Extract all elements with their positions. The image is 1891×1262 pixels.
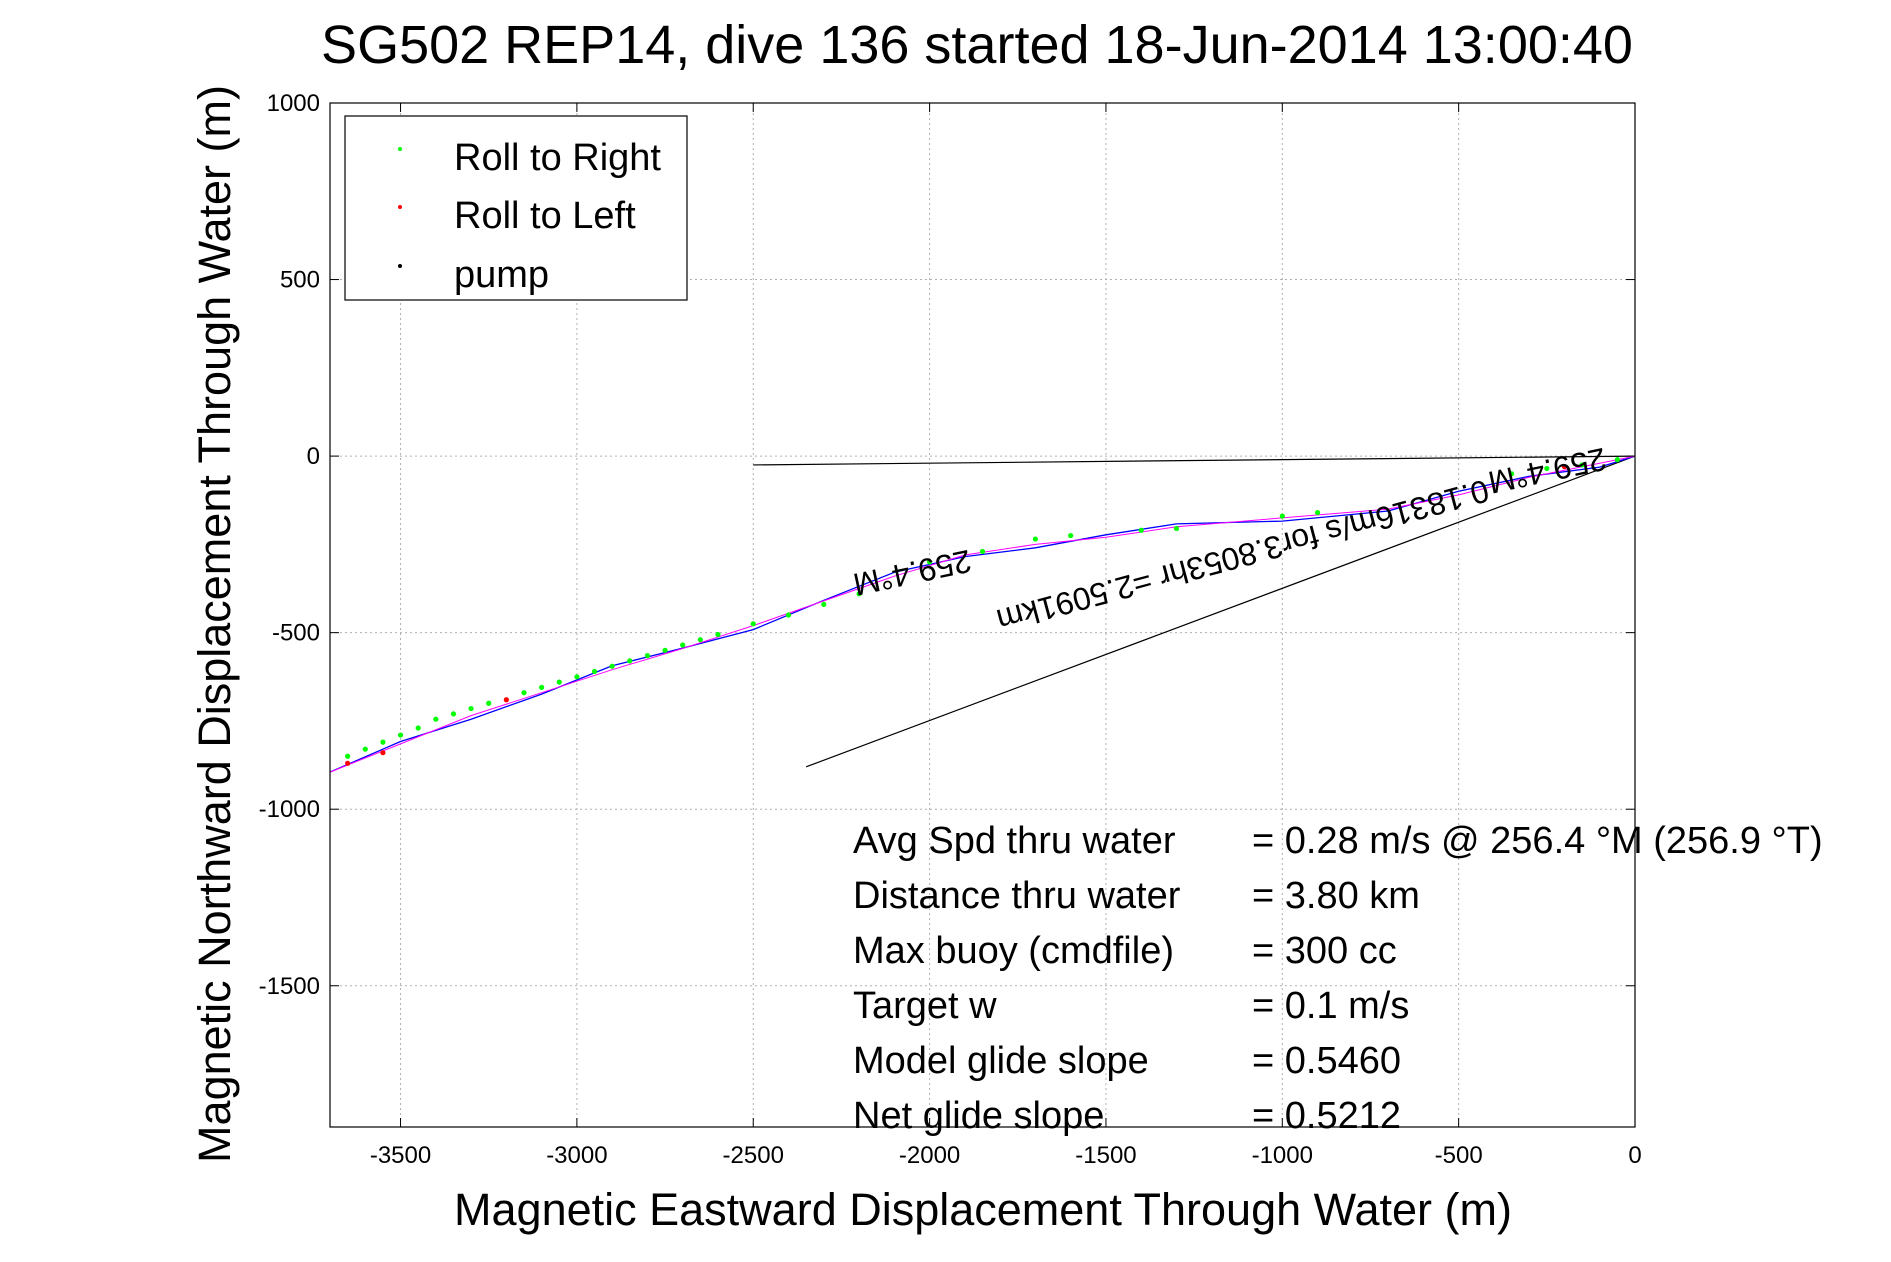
heading-annotation: 259.4°M	[1485, 441, 1609, 501]
x-axis-label: Magnetic Eastward Displacement Through W…	[454, 1184, 1512, 1235]
stat-value-net-glide: = 0.5212	[1252, 1095, 1401, 1137]
stat-label-distance: Distance thru water	[853, 875, 1181, 917]
stat-label-avg-speed: Avg Spd thru water	[853, 820, 1176, 862]
stat-label-net-glide: Net glide slope	[853, 1095, 1104, 1137]
roll-right-point	[539, 684, 545, 690]
legend-marker-roll-left	[398, 205, 402, 209]
stat-value-target-w: = 0.1 m/s	[1252, 985, 1409, 1027]
roll-right-point	[397, 732, 404, 738]
current-annotation-speed: 0.1831	[1389, 473, 1493, 533]
roll-right-point	[362, 746, 368, 752]
reference-line	[753, 455, 1636, 466]
stat-value-distance: = 3.80 km	[1252, 875, 1420, 917]
roll-right-point	[468, 705, 474, 712]
x-tick-label: -3500	[370, 1142, 431, 1169]
markers-layer	[345, 457, 1620, 766]
y-tick-label: 0	[307, 443, 320, 470]
roll-left-point	[345, 760, 351, 766]
x-tick-label: -3000	[546, 1142, 607, 1169]
y-axis-label: Magnetic Northward Displacement Through …	[189, 85, 240, 1163]
roll-left-point	[503, 697, 509, 703]
y-tick-label: -500	[272, 620, 320, 647]
stat-value-avg-speed: = 0.28 m/s @ 256.4 °M (256.9 °T)	[1252, 820, 1823, 862]
roll-right-point	[979, 548, 986, 555]
roll-right-point	[556, 679, 562, 685]
roll-right-point	[1279, 513, 1285, 519]
roll-right-point	[1508, 471, 1515, 477]
roll-right-point	[345, 753, 351, 759]
legend: Roll to Right Roll to Left pump	[344, 115, 688, 301]
roll-right-point	[486, 700, 492, 706]
series-layer	[329, 455, 1636, 773]
dive-track-line	[329, 455, 1636, 773]
legend-box	[344, 115, 688, 301]
roll-right-point	[450, 711, 457, 717]
roll-right-point	[715, 631, 721, 638]
roll-right-point	[591, 668, 598, 675]
roll-right-point	[750, 621, 756, 627]
roll-right-point	[785, 612, 792, 618]
roll-right-point	[644, 653, 651, 659]
y-tick-label: -1000	[259, 796, 320, 823]
roll-left-point	[1561, 464, 1568, 470]
stat-value-max-buoy: = 300 cc	[1252, 930, 1397, 972]
x-tick-label: -1000	[1252, 1142, 1313, 1169]
y-tick-label: 500	[280, 267, 320, 294]
roll-right-point	[521, 690, 527, 696]
roll-right-point	[680, 642, 686, 648]
roll-right-point	[856, 591, 862, 597]
x-tick-label: -1500	[1075, 1142, 1136, 1169]
stat-value-model-glide: = 0.5460	[1252, 1040, 1401, 1082]
annotations: 259.4°M 0.18316m/s for3.8053hr =2.5091km…	[850, 441, 1609, 639]
roll-right-point	[433, 716, 439, 722]
ticks: -3500 -3000 -2500 -2000 -1500 -1000 -500 0 1000 5…	[259, 90, 1642, 1169]
stat-label-model-glide: Model glide slope	[853, 1040, 1149, 1082]
x-tick-label: -2000	[899, 1142, 960, 1169]
stats-panel: Avg Spd thru water = 0.28 m/s @ 256.4 °M…	[853, 820, 1823, 1137]
roll-right-point	[926, 559, 933, 565]
legend-label-pump: pump	[454, 254, 549, 296]
y-tick-label: -1500	[259, 973, 320, 1000]
axes-box	[329, 102, 1636, 1128]
legend-label-roll-right: Roll to Right	[454, 137, 661, 179]
stat-label-target-w: Target w	[853, 985, 997, 1027]
smoothed-track-line	[329, 455, 1636, 773]
roll-right-point	[821, 601, 827, 608]
stat-label-max-buoy: Max buoy (cmdfile)	[853, 930, 1174, 972]
roll-right-point	[627, 658, 633, 664]
roll-right-point	[1544, 465, 1550, 472]
chart-title: SG502 REP14, dive 136 started 18-Jun-201…	[321, 15, 1633, 75]
roll-right-point	[609, 663, 615, 669]
y-tick-label: 1000	[267, 90, 320, 117]
roll-right-point	[1314, 509, 1321, 516]
legend-marker-roll-right	[398, 147, 402, 151]
reference-lines	[753, 455, 1636, 768]
legend-marker-pump	[398, 264, 402, 268]
roll-right-point	[697, 637, 703, 643]
roll-right-point	[1173, 525, 1180, 532]
roll-right-point	[415, 725, 421, 731]
x-tick-label: -500	[1435, 1142, 1483, 1169]
x-tick-label: 0	[1628, 1142, 1641, 1169]
current-annotation: 0.18316m/s for3.8053hr =2.5091km	[993, 473, 1493, 639]
roll-left-point	[380, 750, 386, 756]
current-heading-annotation: 259.4°M	[850, 543, 974, 603]
roll-right-point	[380, 739, 386, 745]
roll-right-point	[574, 674, 580, 680]
x-tick-label: -2500	[723, 1142, 784, 1169]
roll-right-point	[1579, 462, 1585, 468]
reference-line	[805, 455, 1636, 768]
roll-right-point	[1068, 532, 1074, 539]
roll-right-point	[662, 647, 668, 653]
roll-right-point	[1032, 536, 1039, 542]
roll-right-point	[1614, 457, 1620, 463]
legend-label-roll-left: Roll to Left	[454, 195, 636, 237]
roll-right-point	[1138, 527, 1144, 533]
